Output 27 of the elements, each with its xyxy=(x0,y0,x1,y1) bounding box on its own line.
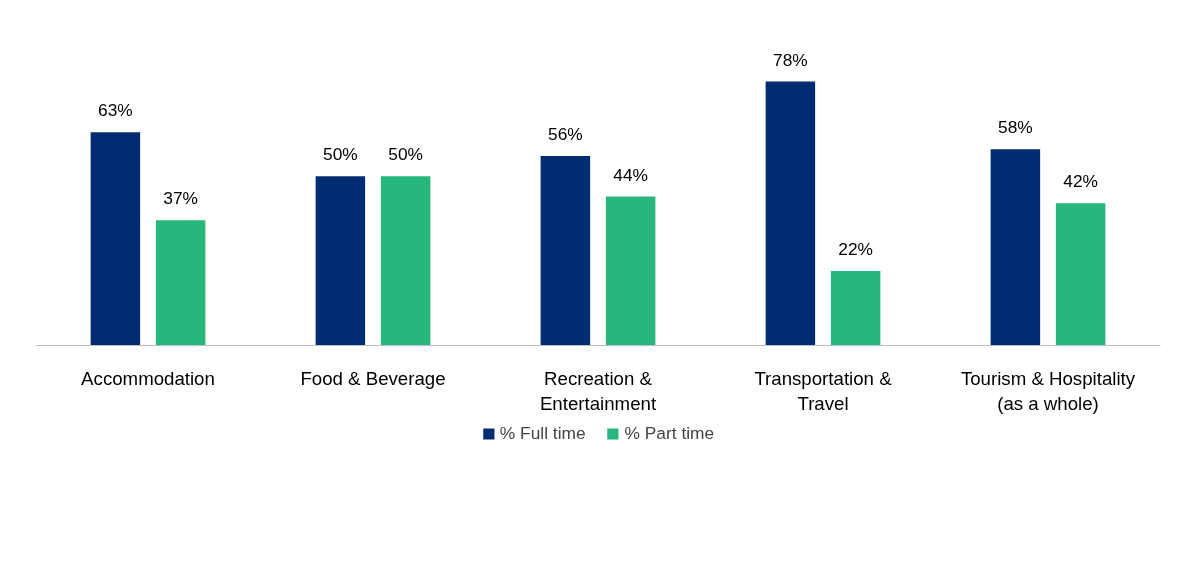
data-label: 37% xyxy=(163,188,198,209)
data-label: 63% xyxy=(98,100,133,121)
data-label: 78% xyxy=(773,49,808,70)
data-label: 22% xyxy=(838,239,873,260)
bar xyxy=(830,271,881,346)
data-label: 58% xyxy=(998,117,1033,138)
x-tick-label: Transportation & Travel xyxy=(754,367,893,414)
data-label: 42% xyxy=(1063,171,1098,192)
bar xyxy=(605,196,656,346)
bar xyxy=(765,81,816,346)
x-tick-label: Tourism & Hospitality (as a whole) xyxy=(960,367,1136,414)
legend-label: % Full time xyxy=(499,422,586,444)
x-tick-label: Recreation & Entertainment xyxy=(539,367,657,414)
bar xyxy=(540,155,591,346)
bar xyxy=(1055,203,1106,346)
x-tick-label: Accommodation xyxy=(81,367,215,389)
data-label: 44% xyxy=(613,164,648,185)
bar xyxy=(315,176,366,346)
data-label: 56% xyxy=(548,123,583,144)
x-tick-label: Food & Beverage xyxy=(300,367,446,389)
bar xyxy=(990,149,1041,346)
data-label: 50% xyxy=(388,144,423,165)
bar xyxy=(380,176,431,346)
bar xyxy=(155,220,206,346)
bar xyxy=(90,132,141,346)
legend-label: % Part time xyxy=(624,422,715,444)
data-label: 50% xyxy=(323,144,358,165)
